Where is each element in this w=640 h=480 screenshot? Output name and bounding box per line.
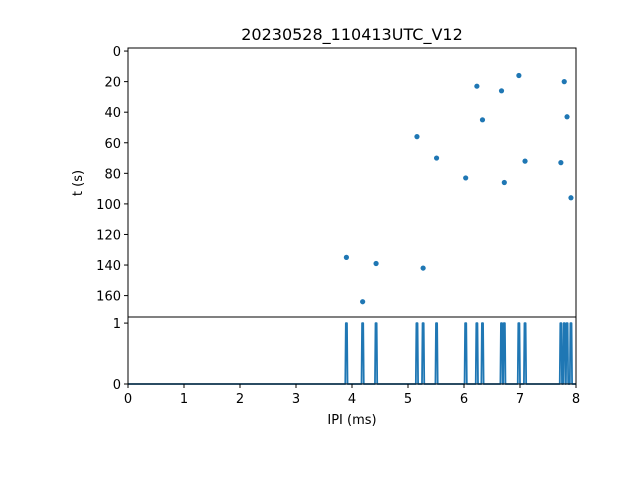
scatter-point bbox=[501, 179, 507, 186]
x-tick-label: 1 bbox=[180, 392, 188, 407]
spike-y-tick-label: 0 bbox=[113, 378, 121, 393]
scatter-point bbox=[522, 158, 528, 164]
y-tick-label: 80 bbox=[104, 167, 121, 182]
scatter-point bbox=[414, 134, 420, 140]
scatter-point bbox=[479, 117, 486, 123]
scatter-points bbox=[343, 72, 574, 305]
x-axis-ticks: 0 1 2 3 4 5 6 7 8 bbox=[124, 384, 580, 407]
scatter-panel: 20230528_110413UTC_V12 t (s) 0 20 40 60 80 10… bbox=[71, 25, 577, 318]
spike-train-line bbox=[128, 322, 576, 385]
x-tick-label: 2 bbox=[236, 392, 244, 407]
x-tick-label: 3 bbox=[292, 392, 300, 407]
x-tick-label: 8 bbox=[572, 392, 580, 407]
scatter-point bbox=[463, 175, 469, 181]
scatter-point bbox=[433, 155, 440, 161]
scatter-point bbox=[360, 299, 366, 305]
x-tick-label: 5 bbox=[404, 392, 412, 407]
spike-axes-frame bbox=[127, 316, 577, 385]
y-axis-label: t (s) bbox=[71, 170, 86, 196]
scatter-point bbox=[498, 88, 505, 94]
scatter-point bbox=[561, 79, 567, 85]
scatter-point bbox=[516, 72, 522, 79]
spike-y-tick-label: 1 bbox=[113, 317, 121, 332]
y-tick-label: 20 bbox=[104, 76, 121, 91]
scatter-point bbox=[474, 83, 480, 89]
x-tick-label: 0 bbox=[124, 392, 132, 407]
x-tick-label: 6 bbox=[460, 392, 468, 407]
spike-train-path bbox=[128, 322, 576, 385]
y-tick-label: 140 bbox=[96, 259, 121, 274]
x-tick-label: 7 bbox=[516, 392, 524, 407]
y-tick-label: 40 bbox=[104, 106, 121, 121]
scatter-point bbox=[558, 160, 564, 166]
y-tick-label: 160 bbox=[96, 290, 121, 305]
y-tick-label: 120 bbox=[96, 228, 121, 243]
scatter-point bbox=[373, 260, 379, 267]
spike-y-axis-ticks: 01 bbox=[113, 317, 128, 393]
chart-title: 20230528_110413UTC_V12 bbox=[241, 25, 463, 45]
scatter-point bbox=[420, 265, 426, 271]
x-axis-label: IPI (ms) bbox=[327, 413, 376, 428]
y-tick-label: 100 bbox=[96, 198, 121, 213]
y-tick-label: 60 bbox=[104, 137, 121, 152]
scatter-point bbox=[564, 114, 570, 120]
x-tick-label: 4 bbox=[348, 392, 356, 407]
y-tick-label: 0 bbox=[113, 45, 121, 60]
scatter-point bbox=[343, 254, 349, 260]
scatter-point bbox=[568, 195, 574, 201]
y-axis-ticks: 0 20 40 60 80 100 120 140 160 bbox=[96, 45, 128, 305]
